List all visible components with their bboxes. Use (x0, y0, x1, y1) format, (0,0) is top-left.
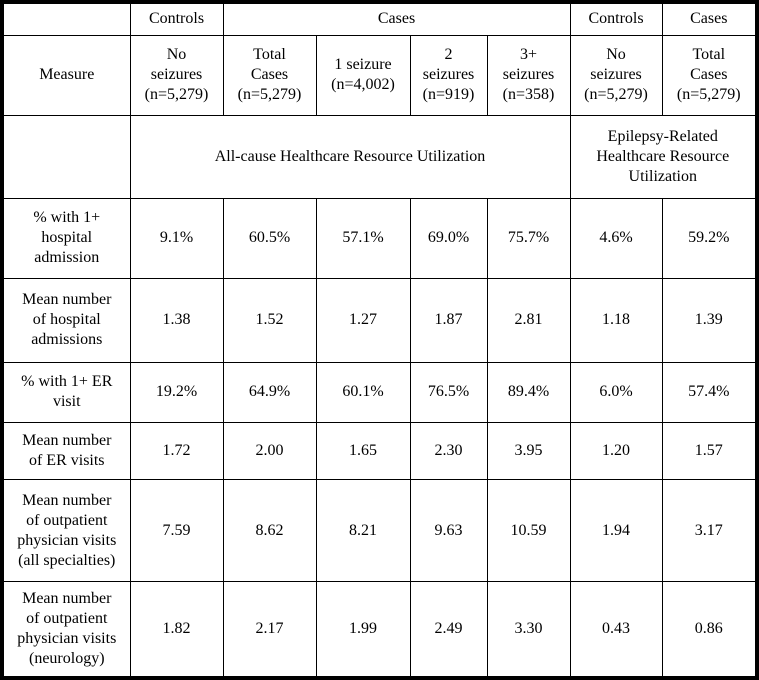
group-controls-allcause: Controls (129, 1, 224, 36)
data-cell: 0.43 (569, 580, 663, 679)
data-cell: 0.86 (661, 580, 758, 679)
data-cell: 6.0% (569, 361, 663, 423)
group-cases-allcause: Cases (222, 1, 571, 36)
col-header-total-cases-allcause: Total Cases (n=5,279) (222, 34, 317, 117)
data-cell: 9.1% (129, 197, 224, 280)
corner-cell (1, 1, 131, 36)
data-cell: 2.49 (409, 580, 488, 679)
group-cases-epilepsy: Cases (661, 1, 758, 36)
data-cell: 1.38 (129, 278, 224, 363)
data-cell: 89.4% (486, 361, 571, 423)
measure-cell: Mean number of hospital admissions (1, 278, 131, 363)
col-header-total-cases-epilepsy: Total Cases (n=5,279) (661, 34, 758, 117)
data-cell: 60.1% (315, 361, 411, 423)
data-cell: 9.63 (409, 479, 488, 582)
data-cell: 2.81 (486, 278, 571, 363)
data-cell: 19.2% (129, 361, 224, 423)
table-row: Mean number of hospital admissions 1.38 … (1, 278, 758, 363)
data-cell: 57.4% (661, 361, 758, 423)
table-row: Mean number of outpatient physician visi… (1, 580, 758, 679)
group-header-row: Controls Cases Controls Cases (1, 1, 758, 36)
data-cell: 4.6% (569, 197, 663, 280)
data-cell: 60.5% (222, 197, 317, 280)
table-row: Mean number of ER visits 1.72 2.00 1.65 … (1, 421, 758, 481)
section-corner-cell (1, 115, 131, 199)
measure-cell: Mean number of outpatient physician visi… (1, 479, 131, 582)
data-cell: 69.0% (409, 197, 488, 280)
col-header-3plus-seizures: 3+ seizures (n=358) (486, 34, 571, 117)
table-row: Mean number of outpatient physician visi… (1, 479, 758, 582)
measure-cell: % with 1+ hospital admission (1, 197, 131, 280)
data-cell: 1.39 (661, 278, 758, 363)
data-cell: 1.72 (129, 421, 224, 481)
data-cell: 1.87 (409, 278, 488, 363)
table-row: % with 1+ hospital admission 9.1% 60.5% … (1, 197, 758, 280)
data-cell: 1.27 (315, 278, 411, 363)
data-cell: 1.94 (569, 479, 663, 582)
col-header-1-seizure: 1 seizure (n=4,002) (315, 34, 411, 117)
measure-header-cell: Measure (1, 34, 131, 117)
measure-cell: % with 1+ ER visit (1, 361, 131, 423)
data-cell: 75.7% (486, 197, 571, 280)
data-cell: 3.30 (486, 580, 571, 679)
section-epilepsy-related: Epilepsy-Related Healthcare Resource Uti… (569, 115, 758, 199)
data-cell: 1.65 (315, 421, 411, 481)
data-cell: 1.82 (129, 580, 224, 679)
section-all-cause: All-cause Healthcare Resource Utilizatio… (129, 115, 571, 199)
data-cell: 2.00 (222, 421, 317, 481)
section-header-row: All-cause Healthcare Resource Utilizatio… (1, 115, 758, 199)
data-cell: 2.17 (222, 580, 317, 679)
data-cell: 10.59 (486, 479, 571, 582)
col-header-no-seizures-epilepsy: No seizures (n=5,279) (569, 34, 663, 117)
data-cell: 57.1% (315, 197, 411, 280)
data-cell: 1.57 (661, 421, 758, 481)
data-cell: 76.5% (409, 361, 488, 423)
data-cell: 2.30 (409, 421, 488, 481)
data-cell: 1.99 (315, 580, 411, 679)
group-controls-epilepsy: Controls (569, 1, 663, 36)
measure-cell: Mean number of ER visits (1, 421, 131, 481)
data-cell: 3.95 (486, 421, 571, 481)
data-cell: 8.21 (315, 479, 411, 582)
data-cell: 1.20 (569, 421, 663, 481)
data-cell: 64.9% (222, 361, 317, 423)
data-cell: 3.17 (661, 479, 758, 582)
col-header-2-seizures: 2 seizures (n=919) (409, 34, 488, 117)
data-cell: 1.18 (569, 278, 663, 363)
data-cell: 59.2% (661, 197, 758, 280)
data-cell: 8.62 (222, 479, 317, 582)
col-header-no-seizures-allcause: No seizures (n=5,279) (129, 34, 224, 117)
table-row: % with 1+ ER visit 19.2% 64.9% 60.1% 76.… (1, 361, 758, 423)
data-cell: 1.52 (222, 278, 317, 363)
measure-cell: Mean number of outpatient physician visi… (1, 580, 131, 679)
column-header-row: Measure No seizures (n=5,279) Total Case… (1, 34, 758, 117)
data-cell: 7.59 (129, 479, 224, 582)
